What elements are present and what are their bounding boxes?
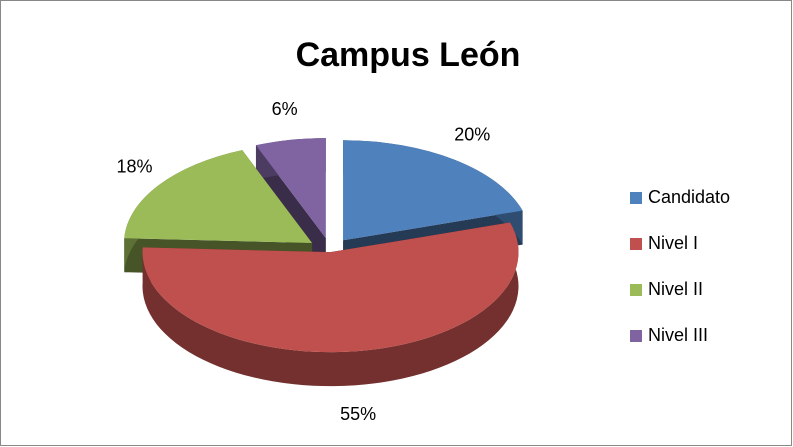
legend-swatch bbox=[630, 284, 642, 296]
chart-title: Campus León bbox=[296, 36, 521, 74]
data-label: 20% bbox=[454, 124, 490, 144]
slice-top bbox=[124, 150, 313, 243]
data-label: 55% bbox=[340, 404, 376, 424]
legend-swatch bbox=[630, 192, 642, 204]
legend-label: Nivel III bbox=[648, 325, 708, 345]
slice-top bbox=[255, 138, 326, 239]
legend-label: Nivel I bbox=[648, 233, 698, 253]
pie-slice bbox=[142, 222, 519, 387]
legend-swatch bbox=[630, 330, 642, 342]
legend-label: Candidato bbox=[648, 187, 730, 207]
legend-swatch bbox=[630, 238, 642, 250]
slice-top bbox=[142, 222, 519, 353]
slice-top bbox=[343, 140, 523, 241]
legend-label: Nivel II bbox=[648, 279, 703, 299]
data-label: 18% bbox=[116, 156, 152, 176]
slice-wall bbox=[142, 222, 519, 387]
data-label: 6% bbox=[272, 99, 298, 119]
